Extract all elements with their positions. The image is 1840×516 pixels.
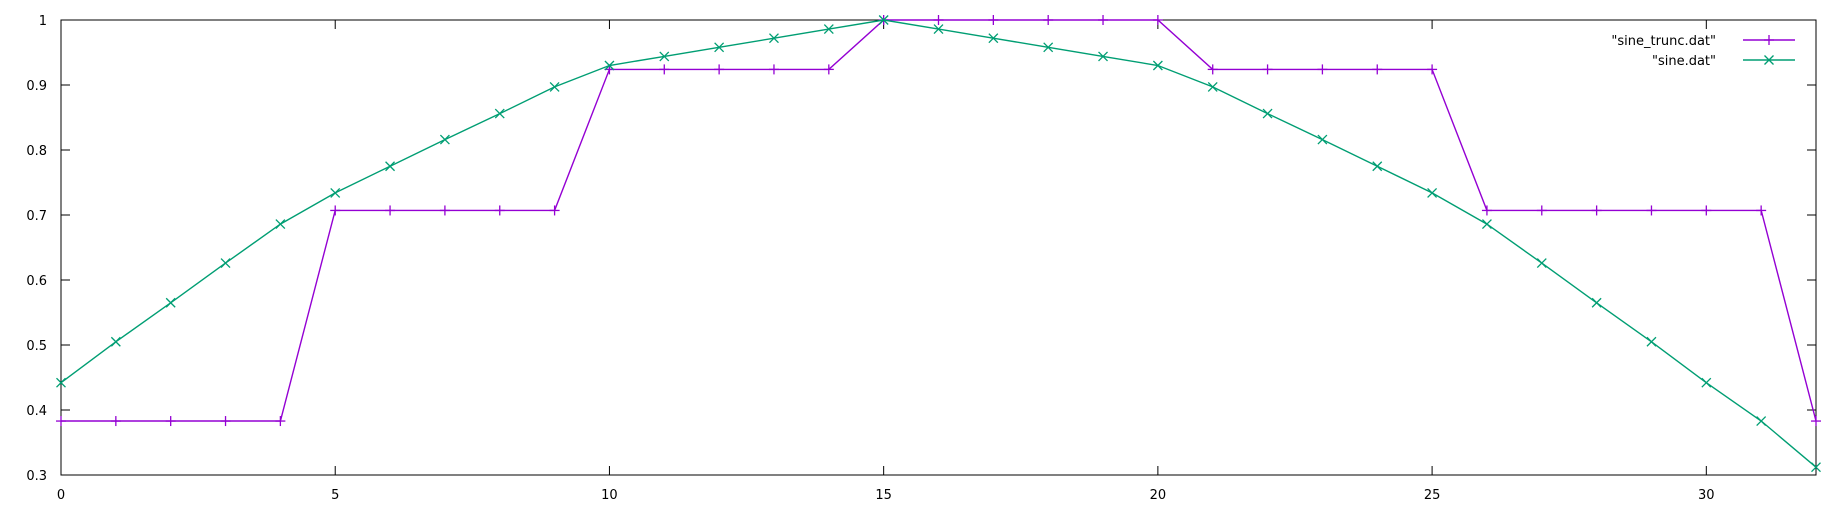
x-tick-label: 20: [1150, 488, 1167, 503]
cross-marker: [1317, 134, 1328, 145]
cross-marker: [1152, 60, 1163, 71]
plus-marker: [439, 205, 450, 216]
series-line: [61, 19, 1817, 422]
plus-marker: [549, 205, 560, 216]
y-tick-label: 0.5: [26, 339, 47, 354]
legend-label: "sine.dat": [1652, 54, 1716, 69]
cross-marker: [1262, 108, 1273, 119]
cross-marker: [878, 15, 889, 25]
cross-marker: [1591, 297, 1602, 308]
legend-item: "sine_trunc.dat": [1611, 34, 1795, 49]
plus-marker: [1262, 64, 1273, 75]
cross-marker: [1701, 377, 1712, 388]
y-tick-label: 0.3: [26, 469, 47, 484]
cross-marker: [330, 187, 341, 198]
plus-marker: [110, 416, 121, 427]
plus-marker: [1764, 35, 1774, 45]
plus-marker: [1427, 64, 1438, 75]
legend-label: "sine_trunc.dat": [1611, 34, 1716, 49]
x-tick-label: 25: [1424, 488, 1441, 503]
series-line: [60, 19, 1817, 468]
cross-marker: [1811, 462, 1821, 473]
series-sine-trunc: [56, 15, 1821, 427]
plus-marker: [165, 416, 176, 427]
x-tick-label: 5: [331, 488, 339, 503]
cross-marker: [549, 81, 560, 92]
cross-marker: [1756, 416, 1767, 427]
plus-marker: [1701, 205, 1712, 216]
plus-marker: [1152, 15, 1163, 25]
plus-marker: [494, 205, 505, 216]
series-layer: [56, 15, 1821, 473]
cross-marker: [933, 24, 944, 35]
plus-marker: [1591, 205, 1602, 216]
cross-marker: [275, 219, 286, 230]
cross-marker: [988, 33, 999, 44]
cross-marker: [1646, 336, 1657, 347]
y-tick-label: 0.7: [26, 209, 47, 224]
plus-marker: [1536, 205, 1547, 216]
cross-marker: [604, 60, 615, 71]
plus-marker: [659, 64, 670, 75]
y-tick-label: 0.6: [26, 274, 47, 289]
plus-marker: [1372, 64, 1383, 75]
cross-marker: [1043, 42, 1054, 53]
cross-marker: [56, 377, 66, 388]
series-sine: [56, 15, 1821, 473]
cross-marker: [1764, 55, 1774, 65]
cross-marker: [1098, 51, 1108, 62]
plus-marker: [1481, 205, 1492, 216]
y-tick-label: 0.9: [26, 79, 47, 94]
cross-marker: [385, 161, 396, 172]
legend-item: "sine.dat": [1652, 54, 1795, 69]
plus-marker: [933, 15, 944, 25]
cross-marker: [659, 51, 670, 62]
plus-marker: [1756, 205, 1767, 216]
plus-marker: [1317, 64, 1328, 75]
cross-marker: [439, 134, 450, 145]
plus-marker: [385, 205, 396, 216]
plot-frame: [60, 19, 1817, 476]
plus-marker: [988, 15, 999, 25]
cross-marker: [165, 297, 176, 308]
plus-marker: [220, 416, 231, 427]
plus-marker: [1646, 205, 1657, 216]
y-tick-label: 0.4: [26, 404, 47, 419]
plus-marker: [768, 64, 779, 75]
cross-marker: [769, 33, 779, 44]
cross-marker: [823, 24, 834, 35]
plus-marker: [275, 416, 286, 427]
cross-marker: [1372, 161, 1383, 172]
axes-layer: 0 5 10 15 20 25 30 0.3 0.4 0.5 0.6 0.7 0.8 0.9 1: [26, 14, 1817, 503]
plus-marker: [1098, 15, 1109, 25]
plus-marker: [1043, 15, 1054, 25]
x-tick-label: 30: [1698, 488, 1715, 503]
plus-marker: [1207, 64, 1218, 75]
y-tick-label: 0.8: [26, 144, 47, 159]
cross-marker: [494, 108, 505, 119]
cross-marker: [1207, 81, 1218, 92]
plus-marker: [714, 64, 725, 75]
cross-marker: [1481, 219, 1492, 230]
cross-marker: [714, 42, 725, 53]
cross-marker: [220, 258, 231, 269]
plus-marker: [56, 416, 66, 427]
cross-marker: [1427, 187, 1438, 198]
legend: "sine_trunc.dat" "sine.dat": [1611, 34, 1795, 69]
x-tick-label: 10: [601, 488, 618, 503]
y-tick-label: 1: [39, 14, 47, 29]
plus-marker: [1811, 416, 1821, 427]
x-tick-label: 15: [875, 488, 892, 503]
plus-marker: [823, 64, 834, 75]
cross-marker: [1536, 258, 1547, 269]
cross-marker: [110, 336, 121, 347]
plus-marker: [330, 205, 341, 216]
x-tick-label: 0: [57, 488, 65, 503]
